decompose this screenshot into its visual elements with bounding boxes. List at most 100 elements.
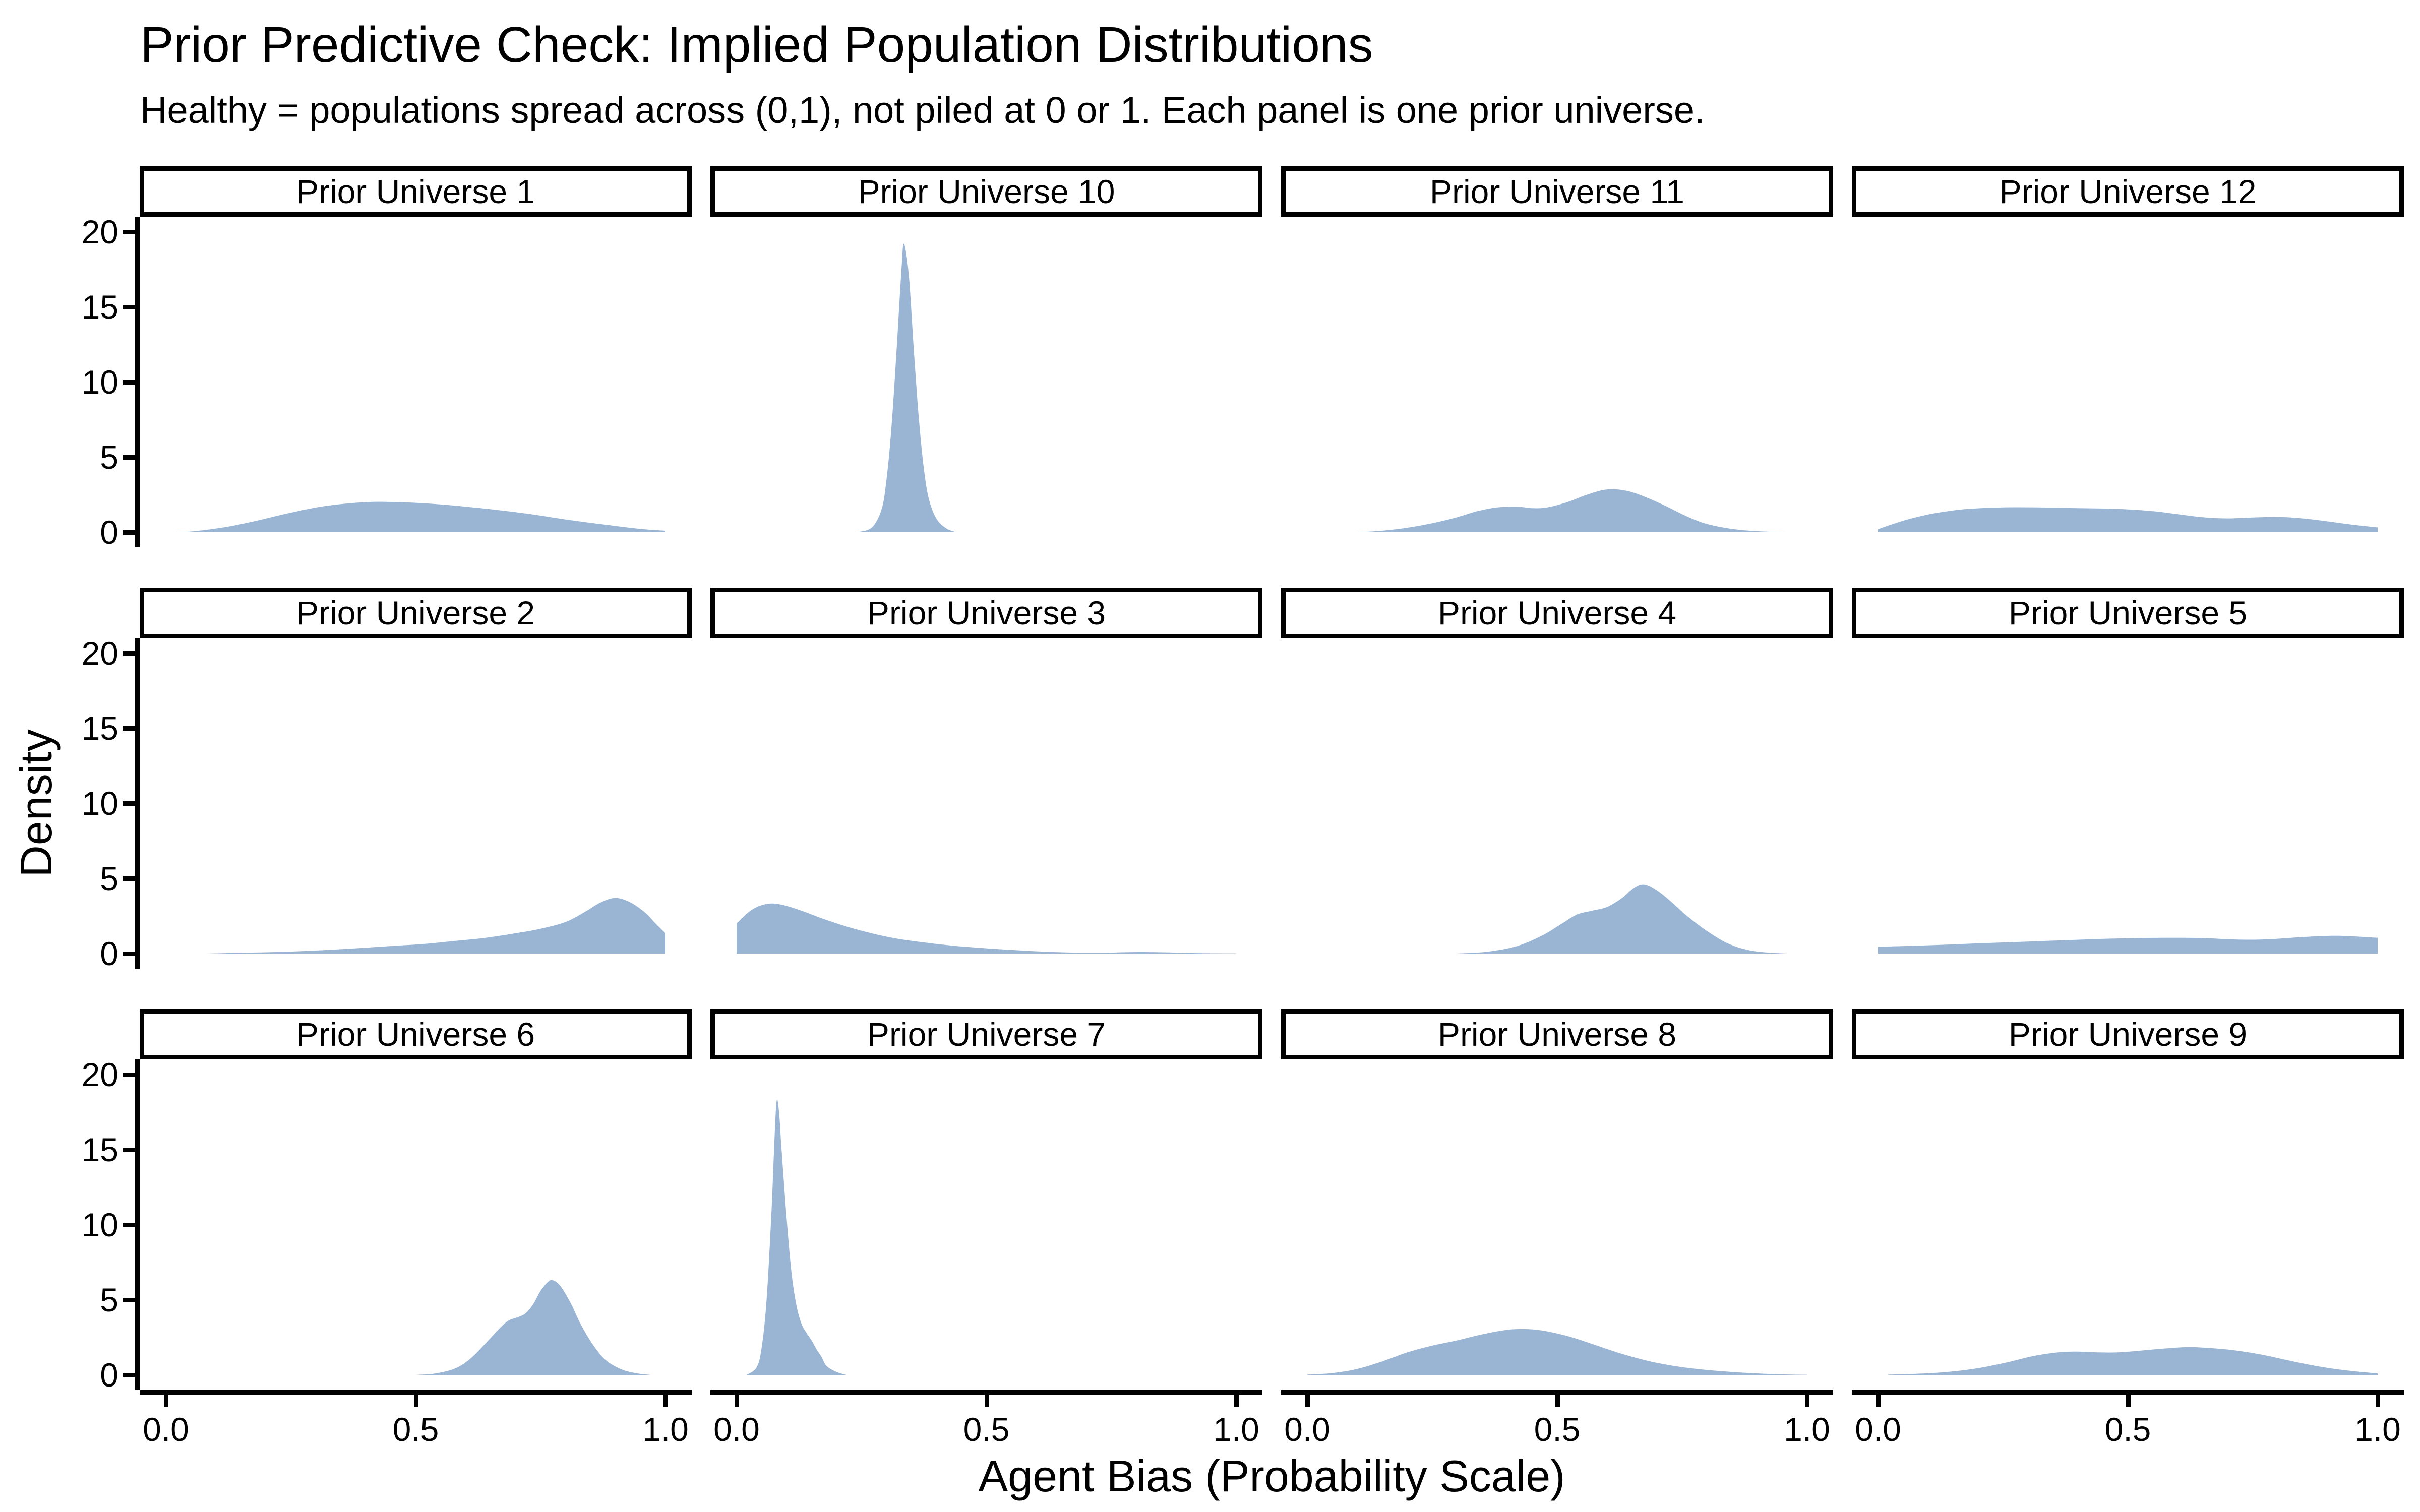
facet-strip: Prior Universe 9	[1852, 1009, 2404, 1059]
facet-label: Prior Universe 10	[858, 173, 1115, 210]
y-tick-label: 15	[81, 710, 118, 747]
x-tick-label: 0.0	[1284, 1411, 1330, 1448]
y-tick-label: 10	[81, 785, 118, 822]
y-tick-mark	[123, 726, 135, 731]
facet-label: Prior Universe 12	[1999, 173, 2257, 210]
density-plot	[206, 898, 666, 954]
facet-strip: Prior Universe 10	[710, 166, 1262, 217]
facet-label: Prior Universe 1	[296, 173, 535, 210]
x-tick-label: 0.0	[1855, 1411, 1901, 1448]
y-tick-mark	[123, 1148, 135, 1152]
density-area	[1888, 1347, 2378, 1375]
density-area	[206, 898, 666, 954]
y-tick-label: 15	[81, 1131, 118, 1168]
density-plot	[746, 1099, 846, 1375]
x-tick-label: 0.5	[2104, 1411, 2151, 1448]
y-tick-label: 0	[100, 1356, 118, 1394]
facet-strip: Prior Universe 8	[1281, 1009, 1833, 1059]
x-tick-mark	[2126, 1395, 2131, 1407]
x-tick-label: 0.0	[713, 1411, 760, 1448]
x-tick-label: 0.5	[392, 1411, 439, 1448]
density-plot	[737, 903, 1236, 954]
y-tick-label: 15	[81, 288, 118, 326]
facet-strip: Prior Universe 2	[140, 588, 692, 638]
facet-label: Prior Universe 8	[1437, 1016, 1677, 1053]
facet-strip: Prior Universe 3	[710, 588, 1262, 638]
facet-strip: Prior Universe 11	[1281, 166, 1833, 217]
y-axis-line	[135, 1059, 140, 1390]
x-axis-line	[140, 1390, 692, 1395]
y-tick-label: 20	[81, 213, 118, 250]
facet-label: Prior Universe 7	[867, 1016, 1106, 1053]
y-tick-label: 10	[81, 1206, 118, 1243]
facet-label: Prior Universe 6	[296, 1016, 535, 1053]
density-area	[856, 243, 956, 532]
y-tick-mark	[123, 1373, 135, 1377]
x-tick-label: 1.0	[1784, 1411, 1830, 1448]
x-tick-mark	[735, 1395, 739, 1407]
x-tick-mark	[1805, 1395, 1809, 1407]
density-area	[1878, 507, 2378, 532]
facet-label: Prior Universe 9	[2008, 1016, 2248, 1053]
density-area	[737, 903, 1236, 954]
facet-strip: Prior Universe 4	[1281, 588, 1833, 638]
density-plot	[1878, 507, 2378, 532]
x-tick-mark	[164, 1395, 168, 1407]
density-area	[1457, 884, 1787, 954]
density-plot	[1878, 935, 2378, 954]
density-plot	[1457, 884, 1787, 954]
y-tick-mark	[123, 455, 135, 460]
x-tick-mark	[1234, 1395, 1239, 1407]
x-tick-mark	[413, 1395, 418, 1407]
density-area	[1878, 935, 2378, 954]
x-tick-mark	[1305, 1395, 1310, 1407]
facet-strip: Prior Universe 6	[140, 1009, 692, 1059]
y-tick-label: 5	[100, 860, 118, 897]
x-tick-label: 0.0	[143, 1411, 189, 1448]
density-plot	[856, 243, 956, 532]
y-tick-mark	[123, 876, 135, 881]
y-tick-label: 20	[81, 635, 118, 672]
facet-label: Prior Universe 5	[2008, 594, 2248, 632]
y-tick-label: 0	[100, 935, 118, 972]
facet-label: Prior Universe 4	[1437, 594, 1677, 632]
density-area	[1307, 1329, 1807, 1375]
x-axis-line	[710, 1390, 1262, 1395]
x-tick-mark	[663, 1395, 668, 1407]
y-tick-mark	[123, 230, 135, 234]
y-tick-mark	[123, 1073, 135, 1077]
chart-subtitle: Healthy = populations spread across (0,1…	[140, 89, 1705, 131]
density-area	[746, 1099, 846, 1375]
y-tick-label: 0	[100, 514, 118, 551]
facet-strip: Prior Universe 1	[140, 166, 692, 217]
y-tick-mark	[123, 801, 135, 806]
y-tick-mark	[123, 380, 135, 385]
x-tick-label: 0.5	[1534, 1411, 1581, 1448]
y-tick-mark	[123, 952, 135, 956]
chart-title: Prior Predictive Check: Implied Populati…	[140, 17, 1373, 73]
x-tick-label: 1.0	[642, 1411, 689, 1448]
density-area	[1357, 489, 1787, 532]
density-plot	[1357, 489, 1787, 532]
x-axis-line	[1281, 1390, 1833, 1395]
y-tick-label: 20	[81, 1056, 118, 1093]
y-axis-line	[135, 217, 140, 547]
x-tick-mark	[1876, 1395, 1881, 1407]
x-axis-line	[1852, 1390, 2404, 1395]
y-tick-mark	[123, 1298, 135, 1302]
density-plot	[1888, 1347, 2378, 1375]
y-tick-mark	[123, 305, 135, 309]
density-area	[175, 501, 666, 532]
density-plot	[175, 501, 666, 532]
density-area	[415, 1280, 651, 1375]
facet-strip: Prior Universe 7	[710, 1009, 1262, 1059]
x-axis-title: Agent Bias (Probability Scale)	[978, 1451, 1565, 1501]
facet-strip: Prior Universe 12	[1852, 166, 2404, 217]
density-plot	[415, 1280, 651, 1375]
facet-label: Prior Universe 3	[867, 594, 1106, 632]
y-tick-mark	[123, 1223, 135, 1227]
x-tick-label: 1.0	[2354, 1411, 2401, 1448]
y-tick-mark	[123, 530, 135, 535]
y-axis-line	[135, 638, 140, 969]
